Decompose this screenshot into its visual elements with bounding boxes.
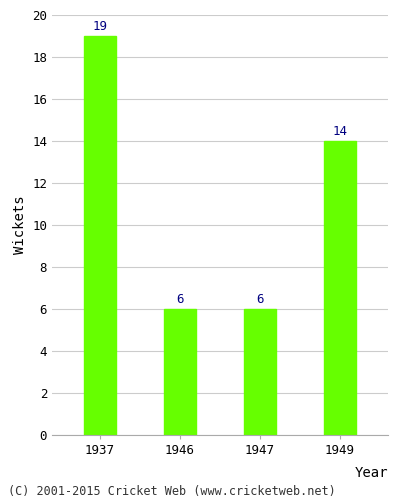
Text: 6: 6	[176, 293, 184, 306]
Text: 19: 19	[92, 20, 108, 33]
Text: 6: 6	[256, 293, 264, 306]
Bar	[84, 36, 116, 435]
Bar	[324, 141, 356, 435]
Y-axis label: Wickets: Wickets	[12, 196, 26, 254]
Text: (C) 2001-2015 Cricket Web (www.cricketweb.net): (C) 2001-2015 Cricket Web (www.cricketwe…	[8, 484, 336, 498]
Bar	[244, 309, 276, 435]
Text: 14: 14	[332, 125, 348, 138]
Text: Year: Year	[354, 466, 388, 479]
Bar	[164, 309, 196, 435]
